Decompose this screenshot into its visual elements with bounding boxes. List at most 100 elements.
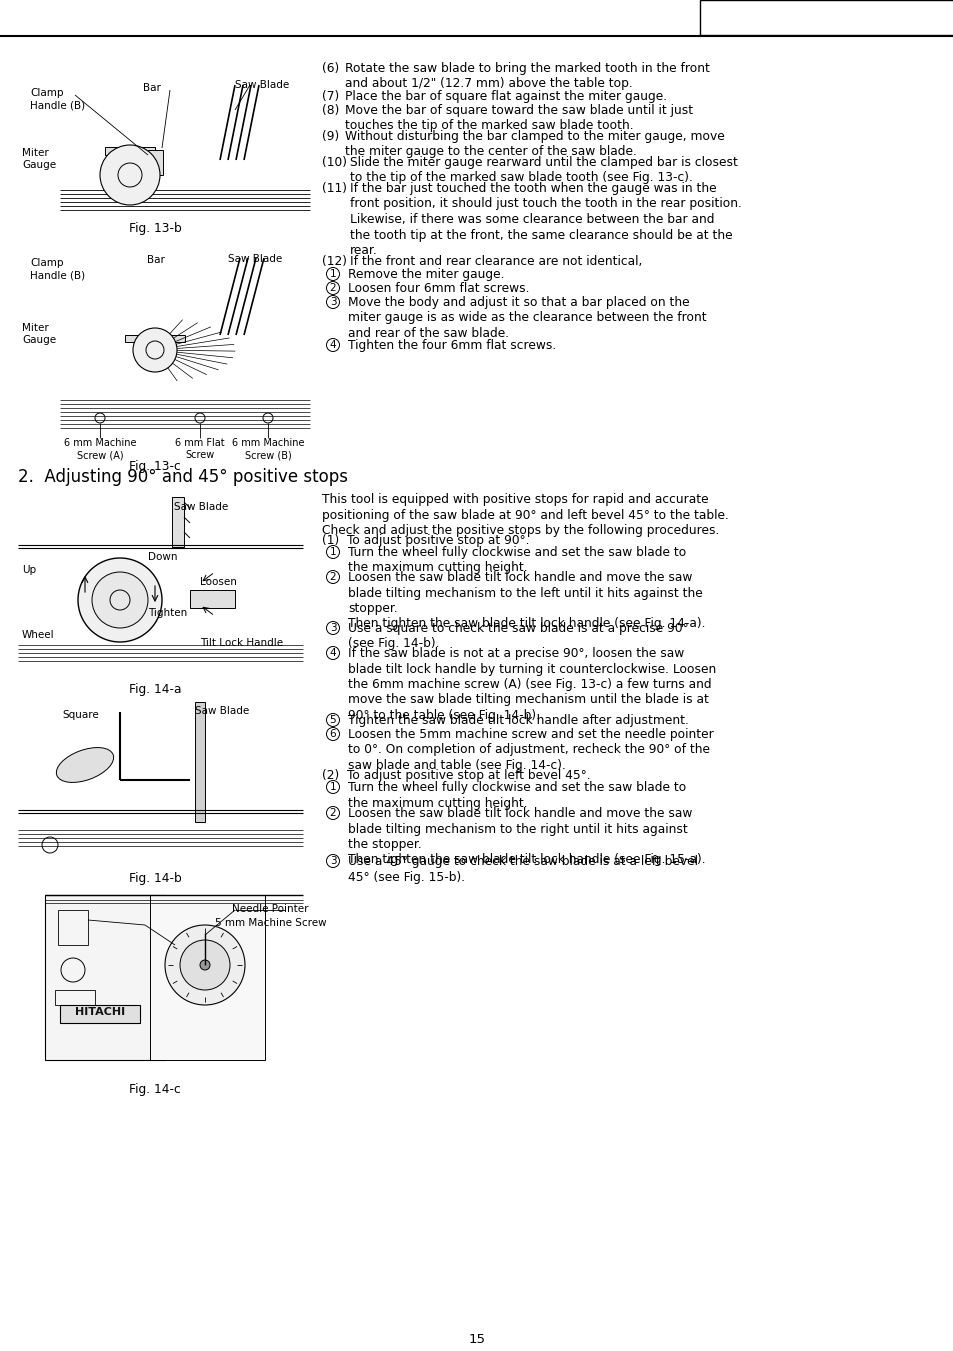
Text: 1: 1	[330, 269, 336, 280]
Text: Loosen the saw blade tilt lock handle and move the saw
blade tilting mechanism t: Loosen the saw blade tilt lock handle an…	[348, 571, 705, 631]
Circle shape	[100, 145, 160, 205]
Text: 15: 15	[468, 1333, 485, 1346]
Text: Fig. 14-a: Fig. 14-a	[129, 684, 181, 696]
Ellipse shape	[56, 747, 113, 782]
Text: 3: 3	[330, 857, 336, 866]
Text: Rotate the saw blade to bring the marked tooth in the front
and about 1/2" (12.7: Rotate the saw blade to bring the marked…	[345, 62, 709, 91]
Text: Loosen: Loosen	[200, 577, 236, 586]
Text: If the saw blade is not at a precise 90°, loosen the saw
blade tilt lock handle : If the saw blade is not at a precise 90°…	[348, 647, 716, 721]
Text: Down: Down	[148, 553, 177, 562]
Text: Saw Blade: Saw Blade	[194, 707, 249, 716]
Text: Miter
Gauge: Miter Gauge	[22, 149, 56, 170]
Text: If the bar just touched the tooth when the gauge was in the
front position, it s: If the bar just touched the tooth when t…	[350, 182, 741, 257]
Text: Move the bar of square toward the saw blade until it just
touches the tip of the: Move the bar of square toward the saw bl…	[345, 104, 693, 132]
Text: Bar: Bar	[147, 255, 165, 265]
Text: Fig. 14-c: Fig. 14-c	[129, 1084, 181, 1096]
Text: (10): (10)	[322, 155, 347, 169]
Text: Loosen the 5mm machine screw and set the needle pointer
to 0°. On completion of : Loosen the 5mm machine screw and set the…	[348, 728, 713, 771]
Text: This tool is equipped with positive stops for rapid and accurate
positioning of : This tool is equipped with positive stop…	[322, 493, 728, 536]
Bar	[60, 1005, 140, 1023]
Text: Square: Square	[62, 711, 99, 720]
Text: Saw Blade: Saw Blade	[234, 80, 289, 91]
Bar	[190, 590, 234, 608]
Bar	[172, 497, 184, 547]
Text: (9): (9)	[322, 130, 339, 143]
Text: 2.  Adjusting 90° and 45° positive stops: 2. Adjusting 90° and 45° positive stops	[18, 467, 348, 486]
Circle shape	[326, 781, 339, 793]
Circle shape	[326, 570, 339, 584]
Text: 2: 2	[330, 282, 336, 293]
Text: 6 mm Machine
Screw (A): 6 mm Machine Screw (A)	[64, 438, 136, 459]
Text: Turn the wheel fully clockwise and set the saw blade to
the maximum cutting heig: Turn the wheel fully clockwise and set t…	[348, 546, 685, 574]
Text: (8): (8)	[322, 104, 339, 118]
Text: Tilt Lock Handle: Tilt Lock Handle	[200, 638, 283, 648]
Text: English: English	[799, 22, 856, 35]
Text: 6 mm Machine
Screw (B): 6 mm Machine Screw (B)	[232, 438, 304, 459]
Text: Miter
Gauge: Miter Gauge	[22, 323, 56, 345]
Text: 3: 3	[330, 297, 336, 307]
Text: 2: 2	[330, 808, 336, 817]
Bar	[700, 0, 953, 35]
Circle shape	[326, 281, 339, 295]
Circle shape	[91, 571, 148, 628]
Circle shape	[326, 727, 339, 740]
Text: Tighten: Tighten	[148, 608, 187, 617]
Text: HITACHI: HITACHI	[75, 1006, 125, 1017]
Circle shape	[326, 807, 339, 820]
Text: Loosen four 6mm flat screws.: Loosen four 6mm flat screws.	[348, 282, 529, 295]
Circle shape	[326, 267, 339, 281]
Bar	[58, 911, 88, 944]
Text: Place the bar of square flat against the miter gauge.: Place the bar of square flat against the…	[345, 91, 666, 103]
Text: Tighten the saw blade tilt lock handle after adjustment.: Tighten the saw blade tilt lock handle a…	[348, 713, 688, 727]
Text: 5: 5	[330, 715, 336, 725]
Bar	[148, 150, 163, 176]
Text: Fig. 13-b: Fig. 13-b	[129, 222, 181, 235]
Text: Use a square to check the saw blade is at a precise 90°
(see Fig. 14-b).: Use a square to check the saw blade is a…	[348, 621, 688, 650]
Bar	[55, 990, 95, 1005]
Text: 1: 1	[330, 547, 336, 557]
Text: Wheel: Wheel	[22, 630, 54, 640]
Text: 1: 1	[330, 782, 336, 792]
Bar	[105, 147, 154, 155]
Circle shape	[200, 961, 210, 970]
Text: Without disturbing the bar clamped to the miter gauge, move
the miter gauge to t: Without disturbing the bar clamped to th…	[345, 130, 724, 158]
Text: Slide the miter gauge rearward until the clamped bar is closest
to the tip of th: Slide the miter gauge rearward until the…	[350, 155, 737, 185]
Text: Bar: Bar	[143, 82, 161, 93]
Text: Loosen the saw blade tilt lock handle and move the saw
blade tilting mechanism t: Loosen the saw blade tilt lock handle an…	[348, 807, 705, 866]
Circle shape	[165, 925, 245, 1005]
Bar	[45, 894, 165, 1061]
Text: Fig. 13-c: Fig. 13-c	[129, 459, 181, 473]
Bar	[150, 894, 265, 1061]
Text: Use a 45° gauge to check the saw blade is at a left bevel
45° (see Fig. 15-b).: Use a 45° gauge to check the saw blade i…	[348, 855, 698, 884]
Bar	[125, 335, 185, 342]
Text: Up: Up	[22, 565, 36, 576]
Circle shape	[326, 647, 339, 659]
Text: 3: 3	[330, 623, 336, 634]
Circle shape	[326, 854, 339, 867]
Text: Clamp
Handle (B): Clamp Handle (B)	[30, 88, 85, 109]
Circle shape	[326, 546, 339, 558]
Text: (11): (11)	[322, 182, 347, 195]
Text: Saw Blade: Saw Blade	[173, 503, 228, 512]
Circle shape	[326, 621, 339, 635]
Text: Remove the miter gauge.: Remove the miter gauge.	[348, 267, 504, 281]
Text: (7): (7)	[322, 91, 339, 103]
Text: Needle Pointer: Needle Pointer	[232, 904, 308, 915]
Text: 2: 2	[330, 571, 336, 582]
Text: 6: 6	[330, 730, 336, 739]
Text: If the front and rear clearance are not identical,: If the front and rear clearance are not …	[350, 255, 641, 267]
Circle shape	[180, 940, 230, 990]
Text: 5 mm Machine Screw: 5 mm Machine Screw	[214, 917, 326, 928]
Bar	[194, 703, 205, 821]
Text: 6 mm Flat
Screw: 6 mm Flat Screw	[175, 438, 225, 459]
Text: Clamp
Handle (B): Clamp Handle (B)	[30, 258, 85, 280]
Text: Move the body and adjust it so that a bar placed on the
miter gauge is as wide a: Move the body and adjust it so that a ba…	[348, 296, 706, 340]
Text: (1)  To adjust positive stop at 90°.: (1) To adjust positive stop at 90°.	[322, 534, 529, 547]
Text: 4: 4	[330, 648, 336, 658]
Circle shape	[78, 558, 162, 642]
Circle shape	[326, 713, 339, 727]
Text: Saw Blade: Saw Blade	[228, 254, 282, 263]
Text: 4: 4	[330, 340, 336, 350]
Circle shape	[132, 328, 177, 372]
Text: Turn the wheel fully clockwise and set the saw blade to
the maximum cutting heig: Turn the wheel fully clockwise and set t…	[348, 781, 685, 809]
